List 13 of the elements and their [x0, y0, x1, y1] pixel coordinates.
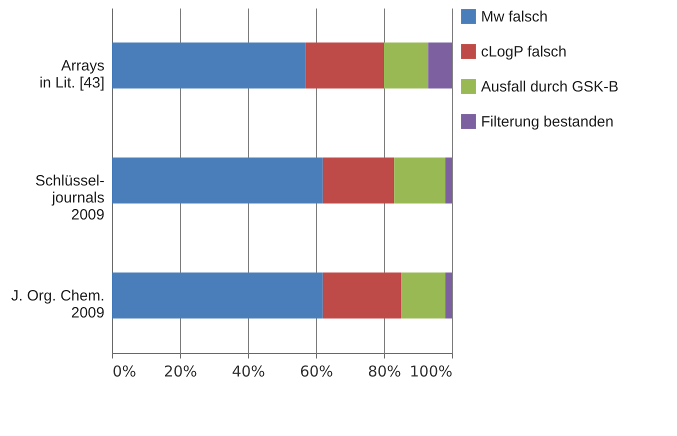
- y-tick-label: Arrays in Lit. [43]: [39, 58, 104, 92]
- x-tick-label: 60%: [300, 362, 334, 380]
- legend-label: Ausfall durch GSK-B: [481, 78, 619, 96]
- x-tick-label: 100%: [410, 362, 452, 380]
- y-tick-label: J. Org. Chem. 2009: [11, 288, 104, 322]
- legend-label: Mw falsch: [481, 8, 548, 26]
- legend-label: cLogP falsch: [481, 44, 567, 60]
- x-tick-label: 20%: [164, 362, 198, 380]
- x-tick-label: 80%: [368, 362, 402, 380]
- x-tick-label: 0%: [112, 362, 136, 380]
- legend-label: Filterung bestanden: [481, 114, 614, 130]
- x-tick-label: 40%: [232, 362, 266, 380]
- y-tick-label: Schlüssel- journals 2009: [35, 172, 104, 224]
